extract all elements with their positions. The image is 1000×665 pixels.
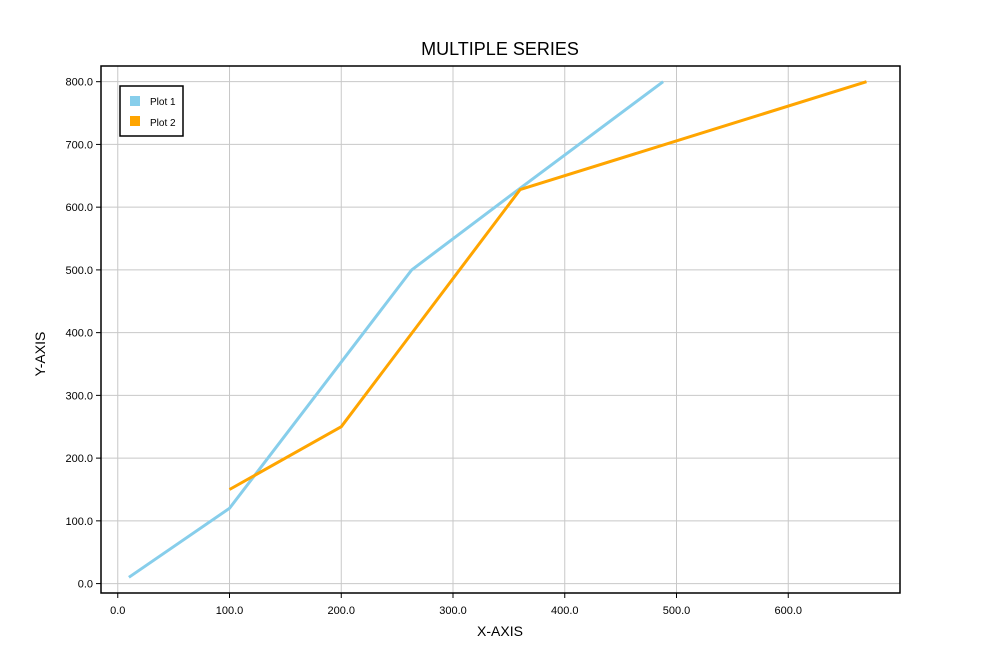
y-tick-label: 300.0 [65,390,93,402]
chart-title: MULTIPLE SERIES [421,39,579,59]
y-tick-label: 700.0 [65,139,93,151]
legend-label-plot-2: Plot 2 [150,118,176,129]
plot-area-frame [100,65,901,594]
y-tick-label: 200.0 [65,453,93,465]
legend-label-plot-1: Plot 1 [150,97,176,108]
series-line-plot-2 [228,80,867,491]
x-tick-label: 400.0 [551,605,579,617]
y-tick-label: 0.0 [78,579,93,591]
x-tick-label: 500.0 [663,605,691,617]
legend-box [119,85,184,137]
x-tick-label: 600.0 [774,605,802,617]
series-lines [128,80,867,579]
legend-swatch-plot-2 [130,116,140,126]
y-tick-label: 600.0 [65,202,93,214]
x-tick-label: 200.0 [327,605,355,617]
y-tick-label: 800.0 [65,77,93,89]
legend-swatch-plot-1 [130,96,140,106]
y-tick-label: 100.0 [65,516,93,528]
x-tick-label: 300.0 [439,605,467,617]
x-tick-label: 0.0 [110,605,125,617]
x-axis-label: X-AXIS [477,623,523,639]
series-line-plot-1 [128,80,664,579]
y-tick-label: 400.0 [65,328,93,340]
x-axis-ticks: 0.0 100.0 200.0 300.0 400.0 500.0 600.0 [110,593,802,617]
y-axis-ticks: 0.0 100.0 200.0 300.0 400.0 500.0 600.0 700.0 80… [65,77,101,591]
y-tick-label: 500.0 [65,265,93,277]
y-axis-label: Y-AXIS [32,332,48,377]
legend: Plot 1 Plot 2 [119,85,184,137]
x-tick-label: 100.0 [216,605,244,617]
grid [101,66,900,593]
